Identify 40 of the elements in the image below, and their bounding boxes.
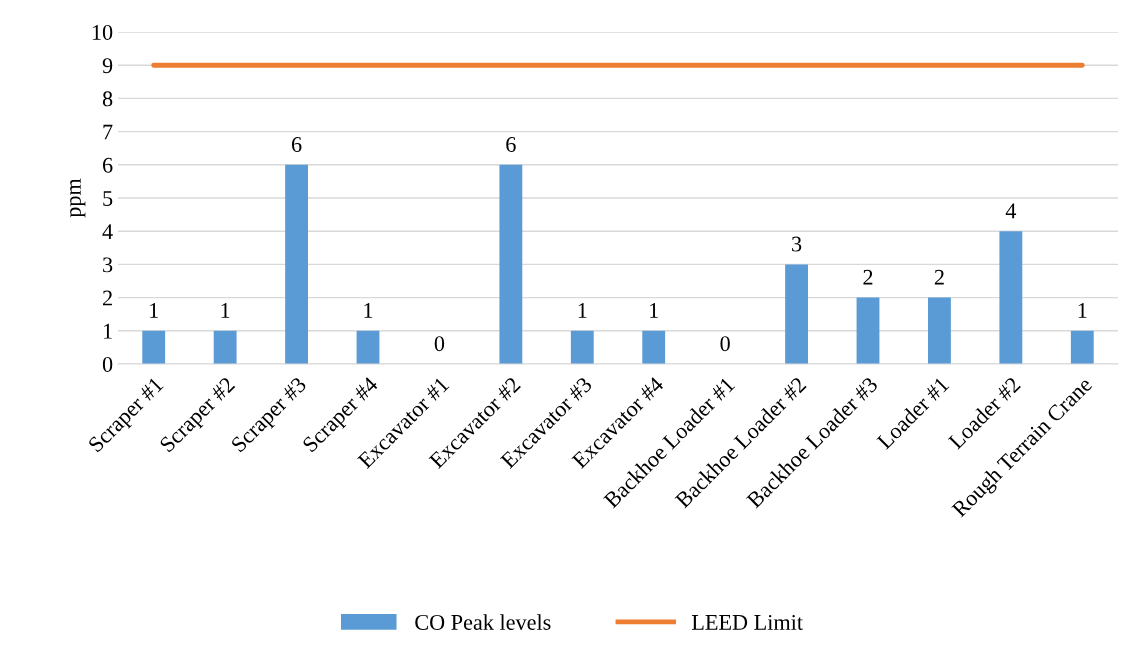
bar bbox=[213, 330, 237, 364]
y-tick-label: 9 bbox=[102, 58, 113, 74]
y-tick-label: 5 bbox=[103, 191, 113, 206]
data-label: 0 bbox=[434, 336, 445, 352]
data-label: 2 bbox=[934, 269, 944, 285]
bar bbox=[570, 330, 594, 364]
data-label: 1 bbox=[1078, 303, 1087, 318]
data-label: 1 bbox=[364, 303, 373, 318]
legend-label: CO Peak levels bbox=[415, 614, 551, 630]
y-tick-label: 4 bbox=[102, 224, 113, 239]
data-label: 0 bbox=[720, 336, 730, 352]
y-tick-label: 6 bbox=[102, 157, 113, 173]
bar bbox=[785, 264, 808, 364]
data-label: 1 bbox=[650, 303, 658, 318]
legend-label: LEED Limit bbox=[691, 614, 803, 630]
bar bbox=[999, 231, 1023, 364]
bar bbox=[1070, 330, 1094, 364]
data-label: 2 bbox=[863, 269, 873, 285]
data-label: 1 bbox=[150, 303, 158, 318]
data-label: 1 bbox=[221, 303, 230, 318]
y-tick-label: 7 bbox=[103, 124, 113, 140]
y-axis-title: ppm bbox=[70, 178, 86, 218]
y-tick-label: 3 bbox=[103, 257, 113, 273]
y-tick-label: 8 bbox=[102, 91, 113, 107]
bar bbox=[856, 297, 880, 364]
data-label: 4 bbox=[1005, 203, 1017, 219]
bar bbox=[928, 297, 951, 364]
bar bbox=[642, 330, 666, 364]
bar bbox=[356, 330, 380, 364]
bar bbox=[142, 330, 166, 364]
data-label: 1 bbox=[578, 303, 587, 318]
y-tick-label: 2 bbox=[103, 290, 112, 306]
bar bbox=[285, 164, 308, 364]
y-tick-label: 0 bbox=[102, 356, 113, 372]
data-label: 6 bbox=[291, 137, 302, 152]
bar bbox=[499, 164, 523, 364]
y-tick-label: 1 bbox=[103, 323, 112, 339]
data-label: 6 bbox=[506, 137, 516, 152]
y-tick-label: 10 bbox=[92, 24, 113, 40]
data-label: 3 bbox=[792, 236, 802, 252]
